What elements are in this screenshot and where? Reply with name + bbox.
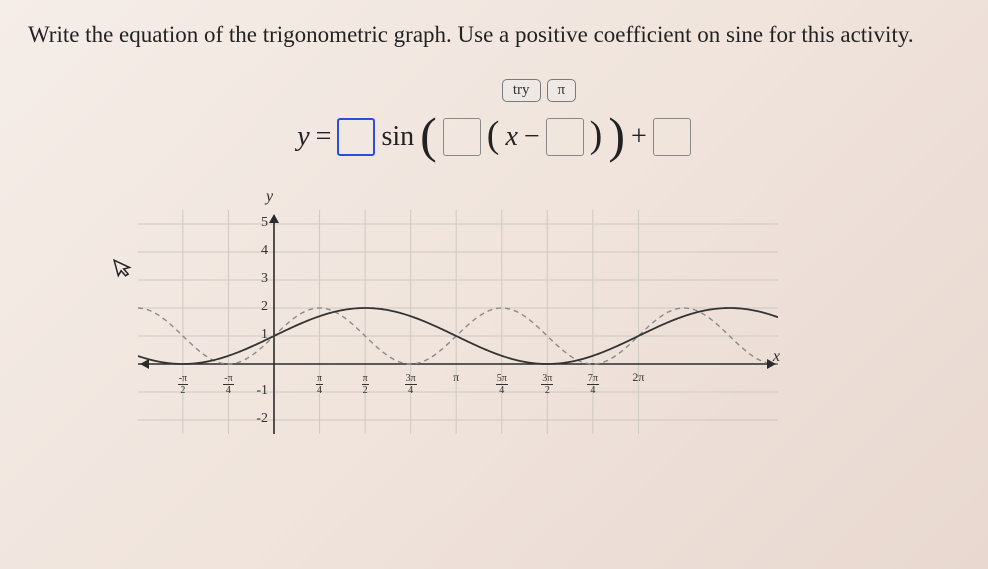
outer-rparen: )	[608, 106, 625, 164]
cursor-icon	[111, 254, 138, 286]
var-x: x	[505, 121, 517, 153]
x-tick-label: π4	[306, 370, 334, 396]
x-tick-label: 7π4	[579, 370, 607, 396]
sin-label: sin	[381, 121, 414, 153]
x-tick-label: π2	[351, 370, 379, 396]
amplitude-input[interactable]	[337, 118, 375, 156]
y-tick-label: 1	[248, 327, 268, 343]
y-tick-label: 2	[248, 299, 268, 315]
graph-area: y x -2-112345 -π2-π4π4π23π4π5π43π27π42π	[138, 192, 778, 452]
minus-sign: −	[524, 121, 540, 153]
equation-template: y = sin ( ( x − ) ) +	[28, 108, 960, 166]
x-tick-label: 3π4	[397, 370, 425, 396]
x-tick-label: -π2	[169, 370, 197, 396]
inner-rparen: )	[590, 113, 603, 157]
equals-sign: =	[316, 121, 332, 153]
outer-lparen: (	[420, 106, 437, 164]
y-tick-label: 3	[248, 271, 268, 287]
try-button[interactable]: try	[502, 79, 541, 102]
y-tick-label: 4	[248, 243, 268, 259]
plus-sign: +	[631, 121, 647, 153]
frequency-input[interactable]	[443, 118, 481, 156]
pi-button[interactable]: π	[547, 79, 577, 102]
helper-buttons: try π	[502, 79, 576, 102]
inner-lparen: (	[487, 113, 500, 157]
x-tick-label: π	[442, 370, 470, 385]
y-tick-label: -2	[248, 411, 268, 427]
y-tick-label: 5	[248, 215, 268, 231]
shift-input[interactable]	[653, 118, 691, 156]
graph-svg	[138, 192, 778, 452]
x-axis-label: x	[773, 348, 780, 366]
var-y: y	[297, 121, 309, 153]
phase-input[interactable]	[546, 118, 584, 156]
y-tick-label: -1	[248, 383, 268, 399]
x-tick-label: 3π2	[533, 370, 561, 396]
x-tick-label: -π4	[214, 370, 242, 396]
prompt-text: Write the equation of the trigonometric …	[28, 18, 958, 51]
equation-area: try π y = sin ( ( x − ) ) +	[28, 79, 960, 166]
x-tick-label: 2π	[624, 370, 652, 385]
y-axis-label: y	[266, 188, 273, 206]
x-tick-label: 5π4	[488, 370, 516, 396]
